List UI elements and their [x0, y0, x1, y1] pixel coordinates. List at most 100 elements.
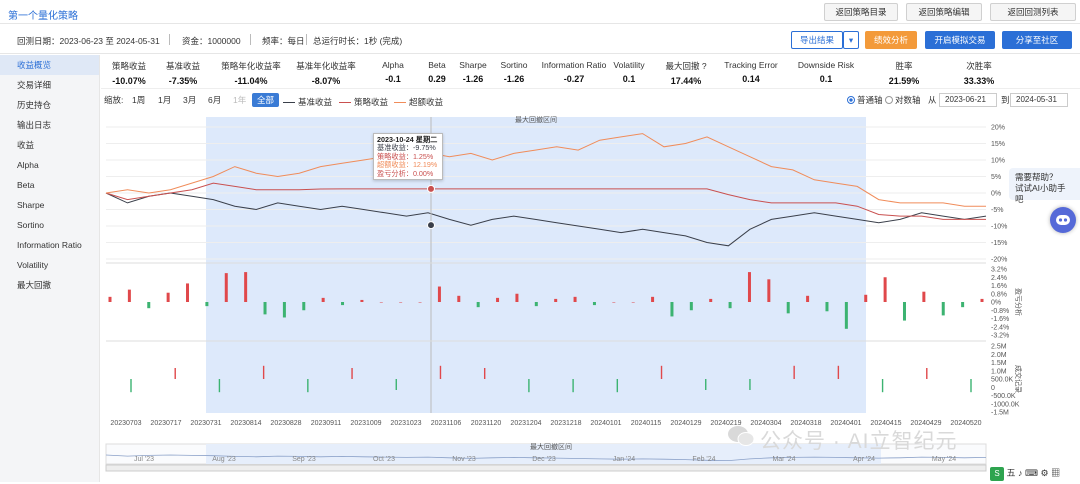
metric-label: 次胜率	[966, 61, 992, 71]
zoom-all-button[interactable]: 全部	[252, 93, 280, 107]
share-to-community-button[interactable]: 分享至社区	[1002, 31, 1072, 49]
metric-label: 胜率	[895, 61, 913, 71]
navigator-line	[105, 454, 987, 462]
pnl-bar	[592, 302, 596, 306]
pnl-bar	[108, 296, 112, 302]
pnl-bar	[399, 302, 403, 303]
to-label: 到	[1001, 95, 1010, 105]
trade-bar	[218, 379, 221, 393]
watermark: 公众号 · AI立智纪元	[760, 430, 958, 453]
sidebar-item-4[interactable]: 收益	[17, 140, 35, 150]
help-icon[interactable]: ?	[699, 61, 707, 71]
pnl-tick-label: -0.8%	[991, 308, 1009, 315]
tray-icons[interactable]: ♪ ⌨ ⚙ ▦	[1018, 468, 1061, 478]
sidebar-item-8[interactable]: Sortino	[17, 220, 44, 230]
legend-benchmark[interactable]: 基准收益	[283, 96, 332, 108]
sidebar-item-2[interactable]: 历史持仓	[17, 100, 52, 110]
metric-value: 33.33%	[963, 76, 995, 86]
y-tick-label: -10%	[991, 224, 1007, 231]
backtest-date-range: 回测日期：2023-06-23 至 2024-05-31	[17, 36, 160, 46]
pnl-bar	[166, 292, 170, 302]
pnl-bar	[263, 302, 267, 315]
metric-label: 基准年化收益率	[296, 61, 356, 71]
y-tick-label: 20%	[991, 125, 1005, 132]
chart-controls: 缩放: 1周 1月 3月 6月 1年 全部 基准收益 策略收益 超额收益 普通轴…	[101, 91, 1080, 109]
radio-normal-axis[interactable]: 普通轴	[847, 94, 883, 106]
sidebar-item-10[interactable]: Volatility	[17, 260, 49, 270]
help-line-2: 试试AI小助手吧	[1015, 183, 1066, 204]
vol-tick-label: 1.0M	[991, 368, 1007, 375]
divider	[250, 34, 251, 45]
ime-logo-icon[interactable]: S	[990, 467, 1004, 481]
y-tick-label: 0%	[991, 191, 1001, 198]
y-tick-label: 5%	[991, 174, 1001, 181]
export-results-button[interactable]: 导出结果	[791, 31, 843, 49]
sidebar-item-5[interactable]: Alpha	[17, 160, 39, 170]
end-date-input[interactable]: 2024-05-31	[1010, 93, 1068, 107]
trade-bar	[130, 379, 132, 393]
sidebar-item-3[interactable]: 输出日志	[17, 120, 52, 130]
pnl-bar	[786, 302, 790, 314]
x-tick-label: 20240129	[670, 420, 701, 427]
legend-excess[interactable]: 超额收益	[394, 96, 443, 108]
metric-1: 基准收益 -7.35%	[166, 60, 200, 86]
zoom-6m-button[interactable]: 6月	[208, 95, 222, 105]
divider	[169, 34, 170, 45]
start-date-input[interactable]: 2023-06-21	[939, 93, 997, 107]
trade-bar	[705, 379, 707, 390]
pnl-bar	[379, 302, 383, 303]
pnl-bar	[767, 279, 771, 302]
vol-tick-label: 2.0M	[991, 352, 1007, 359]
pnl-bar	[844, 302, 848, 329]
trade-bar	[970, 379, 972, 393]
metric-0: 策略收益 -10.07%	[112, 60, 146, 86]
zoom-1y-button[interactable]: 1年	[233, 95, 247, 105]
pnl-bar	[902, 302, 906, 321]
navigator-tick-label: Jan '24	[613, 456, 635, 463]
pnl-bar	[747, 272, 751, 302]
trade-bar	[395, 379, 397, 390]
chart-svg: 最大回撤区间20%15%10%5%0%-5%-10%-15%-20%3.2%2.…	[105, 115, 1023, 472]
trade-bar	[881, 379, 884, 393]
metric-value: -0.27	[563, 74, 585, 84]
zoom-3m-button[interactable]: 3月	[183, 95, 197, 105]
sidebar-item-9[interactable]: Information Ratio	[17, 240, 82, 250]
pnl-tick-label: -3.2%	[991, 333, 1009, 340]
sidebar-item-1[interactable]: 交易详细	[17, 80, 52, 90]
back-to-backtest-list-button[interactable]: 返回回测列表	[990, 3, 1076, 21]
sidebar-item-6[interactable]: Beta	[17, 180, 35, 190]
pnl-bar	[341, 302, 345, 306]
x-tick-label: 20231023	[390, 420, 421, 427]
tooltip-strategy: 策略收益：1.25%	[377, 151, 434, 161]
pnl-bar	[922, 291, 926, 302]
metrics-summary: 策略收益 -10.07% 基准收益 -7.35% 策略年化收益率 -11.04% 基准年化收…	[101, 55, 1080, 89]
ai-help-bubble[interactable]: 需要帮助？ 试试AI小助手吧	[1009, 168, 1080, 204]
pnl-bar	[612, 302, 616, 303]
tooltip-excess: 超额收益：12.19%	[377, 160, 438, 170]
ai-assistant-robot-icon[interactable]	[1050, 207, 1076, 233]
pnl-bar	[127, 289, 131, 302]
pnl-bar	[186, 283, 190, 302]
radio-log-axis[interactable]: 对数轴	[885, 94, 921, 106]
back-to-strategy-list-button[interactable]: 返回策略目录	[824, 3, 898, 21]
sidebar-item-0[interactable]: 收益概览	[0, 55, 99, 75]
pnl-bar	[244, 272, 248, 302]
zoom-1w-button[interactable]: 1周	[132, 95, 146, 105]
metric-value: 17.44%	[670, 76, 702, 86]
attribution-analysis-button[interactable]: 绩效分析	[865, 31, 917, 49]
legend-strategy[interactable]: 策略收益	[339, 96, 388, 108]
sidebar-item-7[interactable]: Sharpe	[17, 200, 45, 210]
trade-bar	[837, 365, 840, 379]
legend-strategy-label: 策略收益	[354, 97, 389, 107]
ime-mode[interactable]: 五	[1006, 468, 1016, 478]
zoom-1m-button[interactable]: 1月	[158, 95, 172, 105]
x-tick-label: 20231009	[350, 420, 381, 427]
sidebar-item-11[interactable]: 最大回撤	[17, 280, 52, 290]
navigator-label: 最大回撤区间	[530, 442, 572, 451]
back-to-strategy-edit-button[interactable]: 返回策略编辑	[906, 3, 982, 21]
returns-chart[interactable]: 最大回撤区间 20% 15% 10% 5% 0% -5% -10% -15% -20% 3.2% 2.…	[101, 109, 1080, 482]
export-dropdown-chevron-icon[interactable]: ▾	[843, 31, 859, 49]
trade-bar	[660, 365, 663, 379]
start-sim-trading-button[interactable]: 开启模拟交易	[925, 31, 995, 49]
metric-10: 最大回撤 ? 17.44%	[665, 60, 706, 86]
